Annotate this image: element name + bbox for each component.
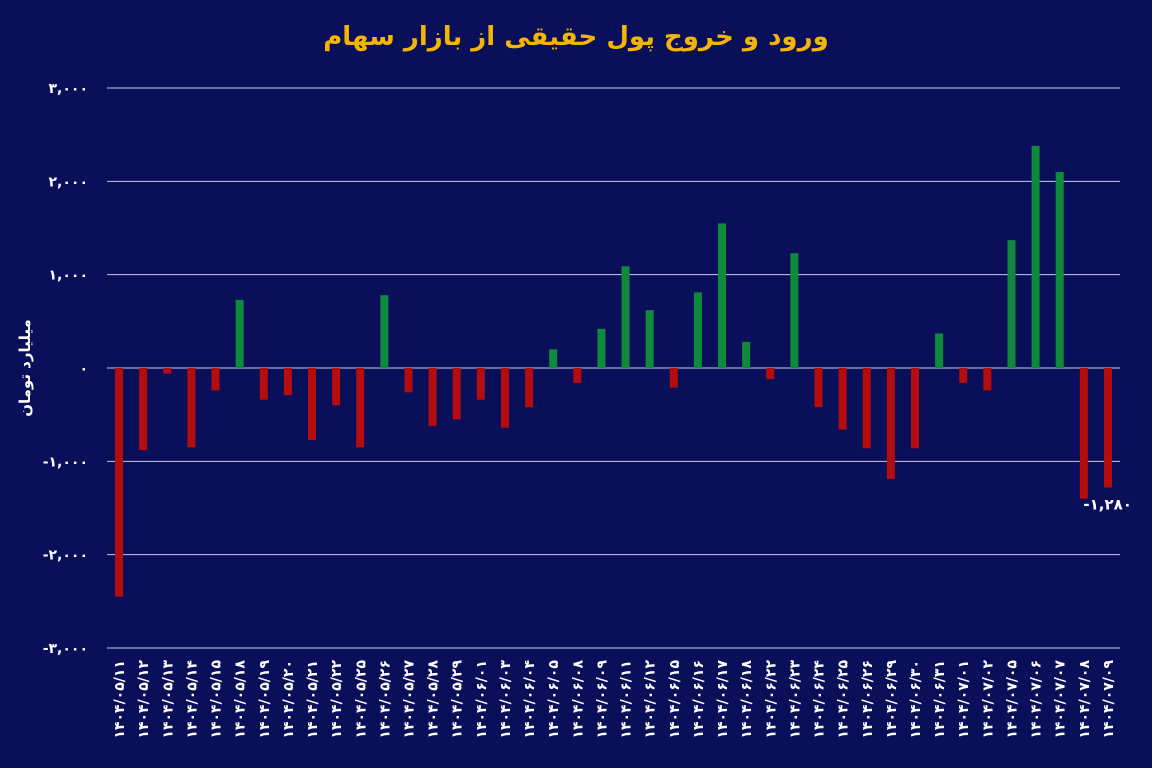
x-tick-label: ۱۴۰۴/۰۵/۲۹ [450, 660, 466, 739]
bar [115, 368, 124, 597]
bar [862, 368, 871, 449]
x-tick-label: ۱۴۰۴/۰۶/۱۱ [619, 660, 635, 739]
bar [308, 368, 317, 440]
x-tick-label: ۱۴۰۴/۰۵/۱۱ [112, 660, 128, 739]
bar [380, 295, 389, 368]
y-tick-label: -۱,۰۰۰ [43, 454, 88, 470]
bar [645, 310, 654, 368]
bar [452, 368, 461, 420]
bar [693, 292, 702, 368]
x-tick-label: ۱۴۰۴/۰۶/۰۱ [474, 660, 490, 739]
bar [549, 349, 558, 368]
x-tick-label: ۱۴۰۴/۰۵/۱۵ [209, 660, 225, 739]
x-tick-label: ۱۴۰۴/۰۵/۱۳ [160, 660, 176, 739]
y-tick-label: ۰ [79, 361, 88, 377]
x-tick-label: ۱۴۰۴/۰۷/۰۸ [1077, 660, 1093, 739]
bar [669, 368, 678, 388]
y-tick-label: ۳,۰۰۰ [49, 81, 89, 97]
x-tick-label: ۱۴۰۴/۰۵/۲۰ [281, 660, 297, 739]
bar [935, 333, 944, 368]
x-tick-label: ۱۴۰۴/۰۶/۰۴ [522, 660, 538, 739]
x-tick-label: ۱۴۰۴/۰۶/۱۵ [667, 660, 683, 739]
bar [1103, 368, 1112, 488]
bar [428, 368, 437, 426]
x-tick-label: ۱۴۰۴/۰۶/۲۵ [836, 660, 852, 739]
x-tick-label: ۱۴۰۴/۰۶/۱۸ [739, 660, 755, 739]
y-tick-label: ۱,۰۰۰ [49, 268, 89, 284]
x-tick-label: ۱۴۰۴/۰۶/۱۷ [715, 660, 731, 739]
bar [211, 368, 220, 391]
x-tick-label: ۱۴۰۴/۰۵/۱۴ [184, 660, 200, 739]
bar [356, 368, 365, 448]
bar [838, 368, 847, 430]
x-tick-label: ۱۴۰۴/۰۶/۱۶ [691, 660, 707, 739]
bar [959, 368, 968, 383]
x-tick-label: ۱۴۰۴/۰۵/۲۵ [353, 660, 369, 739]
x-tick-label: ۱۴۰۴/۰۶/۲۳ [787, 660, 803, 739]
x-tick-label: ۱۴۰۴/۰۶/۲۶ [860, 660, 876, 739]
bar [910, 368, 919, 449]
bar [790, 253, 799, 368]
bar [1079, 368, 1088, 499]
bar [814, 368, 823, 408]
bar [573, 368, 582, 383]
bar [718, 223, 727, 368]
bar [1007, 240, 1016, 368]
bar [283, 368, 292, 396]
bar [621, 266, 630, 368]
x-tick-label: ۱۴۰۴/۰۶/۰۹ [594, 660, 610, 739]
bar [597, 328, 606, 368]
bar [886, 368, 895, 480]
x-tick-label: ۱۴۰۴/۰۶/۰۳ [498, 660, 514, 739]
x-tick-label: ۱۴۰۴/۰۵/۲۱ [305, 660, 321, 739]
x-tick-label: ۱۴۰۴/۰۶/۰۵ [546, 660, 562, 739]
bar [742, 341, 751, 368]
x-tick-label: ۱۴۰۴/۰۵/۱۲ [136, 660, 152, 739]
bar [1055, 172, 1064, 368]
bar [404, 368, 413, 393]
bar [235, 299, 244, 368]
x-tick-label: ۱۴۰۴/۰۵/۱۸ [233, 660, 249, 739]
x-tick-label: ۱۴۰۴/۰۷/۰۷ [1053, 660, 1069, 739]
bar [476, 368, 485, 400]
x-tick-label: ۱۴۰۴/۰۵/۲۶ [377, 660, 393, 739]
x-tick-label: ۱۴۰۴/۰۷/۰۲ [980, 660, 996, 739]
y-tick-label: -۲,۰۰۰ [43, 548, 88, 564]
x-tick-label: ۱۴۰۴/۰۶/۰۸ [570, 660, 586, 739]
data-label: -۱,۲۸۰ [1083, 495, 1132, 513]
chart-title: ورود و خروج پول حقیقی از بازار سهام [323, 22, 829, 52]
bar [500, 368, 509, 428]
x-tick-label: ۱۴۰۴/۰۷/۰۵ [1004, 660, 1020, 739]
bar [766, 368, 775, 380]
x-tick-label: ۱۴۰۴/۰۶/۱۲ [643, 660, 659, 739]
bar [163, 368, 172, 374]
x-tick-label: ۱۴۰۴/۰۷/۰۶ [1029, 660, 1045, 739]
x-tick-label: ۱۴۰۴/۰۷/۰۱ [956, 660, 972, 739]
bar [187, 368, 196, 448]
bar [259, 368, 268, 400]
x-tick-label: ۱۴۰۴/۰۶/۳۰ [908, 660, 924, 739]
bar [983, 368, 992, 391]
bar [525, 368, 534, 408]
x-tick-label: ۱۴۰۴/۰۶/۳۱ [932, 660, 948, 739]
x-tick-label: ۱۴۰۴/۰۵/۲۲ [329, 660, 345, 739]
x-tick-label: ۱۴۰۴/۰۵/۲۷ [401, 660, 417, 739]
bar [1031, 145, 1040, 368]
y-tick-label: -۳,۰۰۰ [43, 641, 88, 657]
x-tick-label: ۱۴۰۴/۰۶/۲۹ [884, 660, 900, 739]
y-tick-label: ۲,۰۰۰ [49, 174, 89, 190]
bar [332, 368, 341, 406]
x-tick-label: ۱۴۰۴/۰۶/۲۴ [812, 660, 828, 739]
x-tick-label: ۱۴۰۴/۰۷/۰۹ [1101, 660, 1117, 739]
x-tick-label: ۱۴۰۴/۰۵/۱۹ [257, 660, 273, 739]
x-tick-label: ۱۴۰۴/۰۵/۲۸ [426, 660, 442, 739]
x-tick-label: ۱۴۰۴/۰۶/۲۲ [763, 660, 779, 739]
bar [139, 368, 148, 451]
